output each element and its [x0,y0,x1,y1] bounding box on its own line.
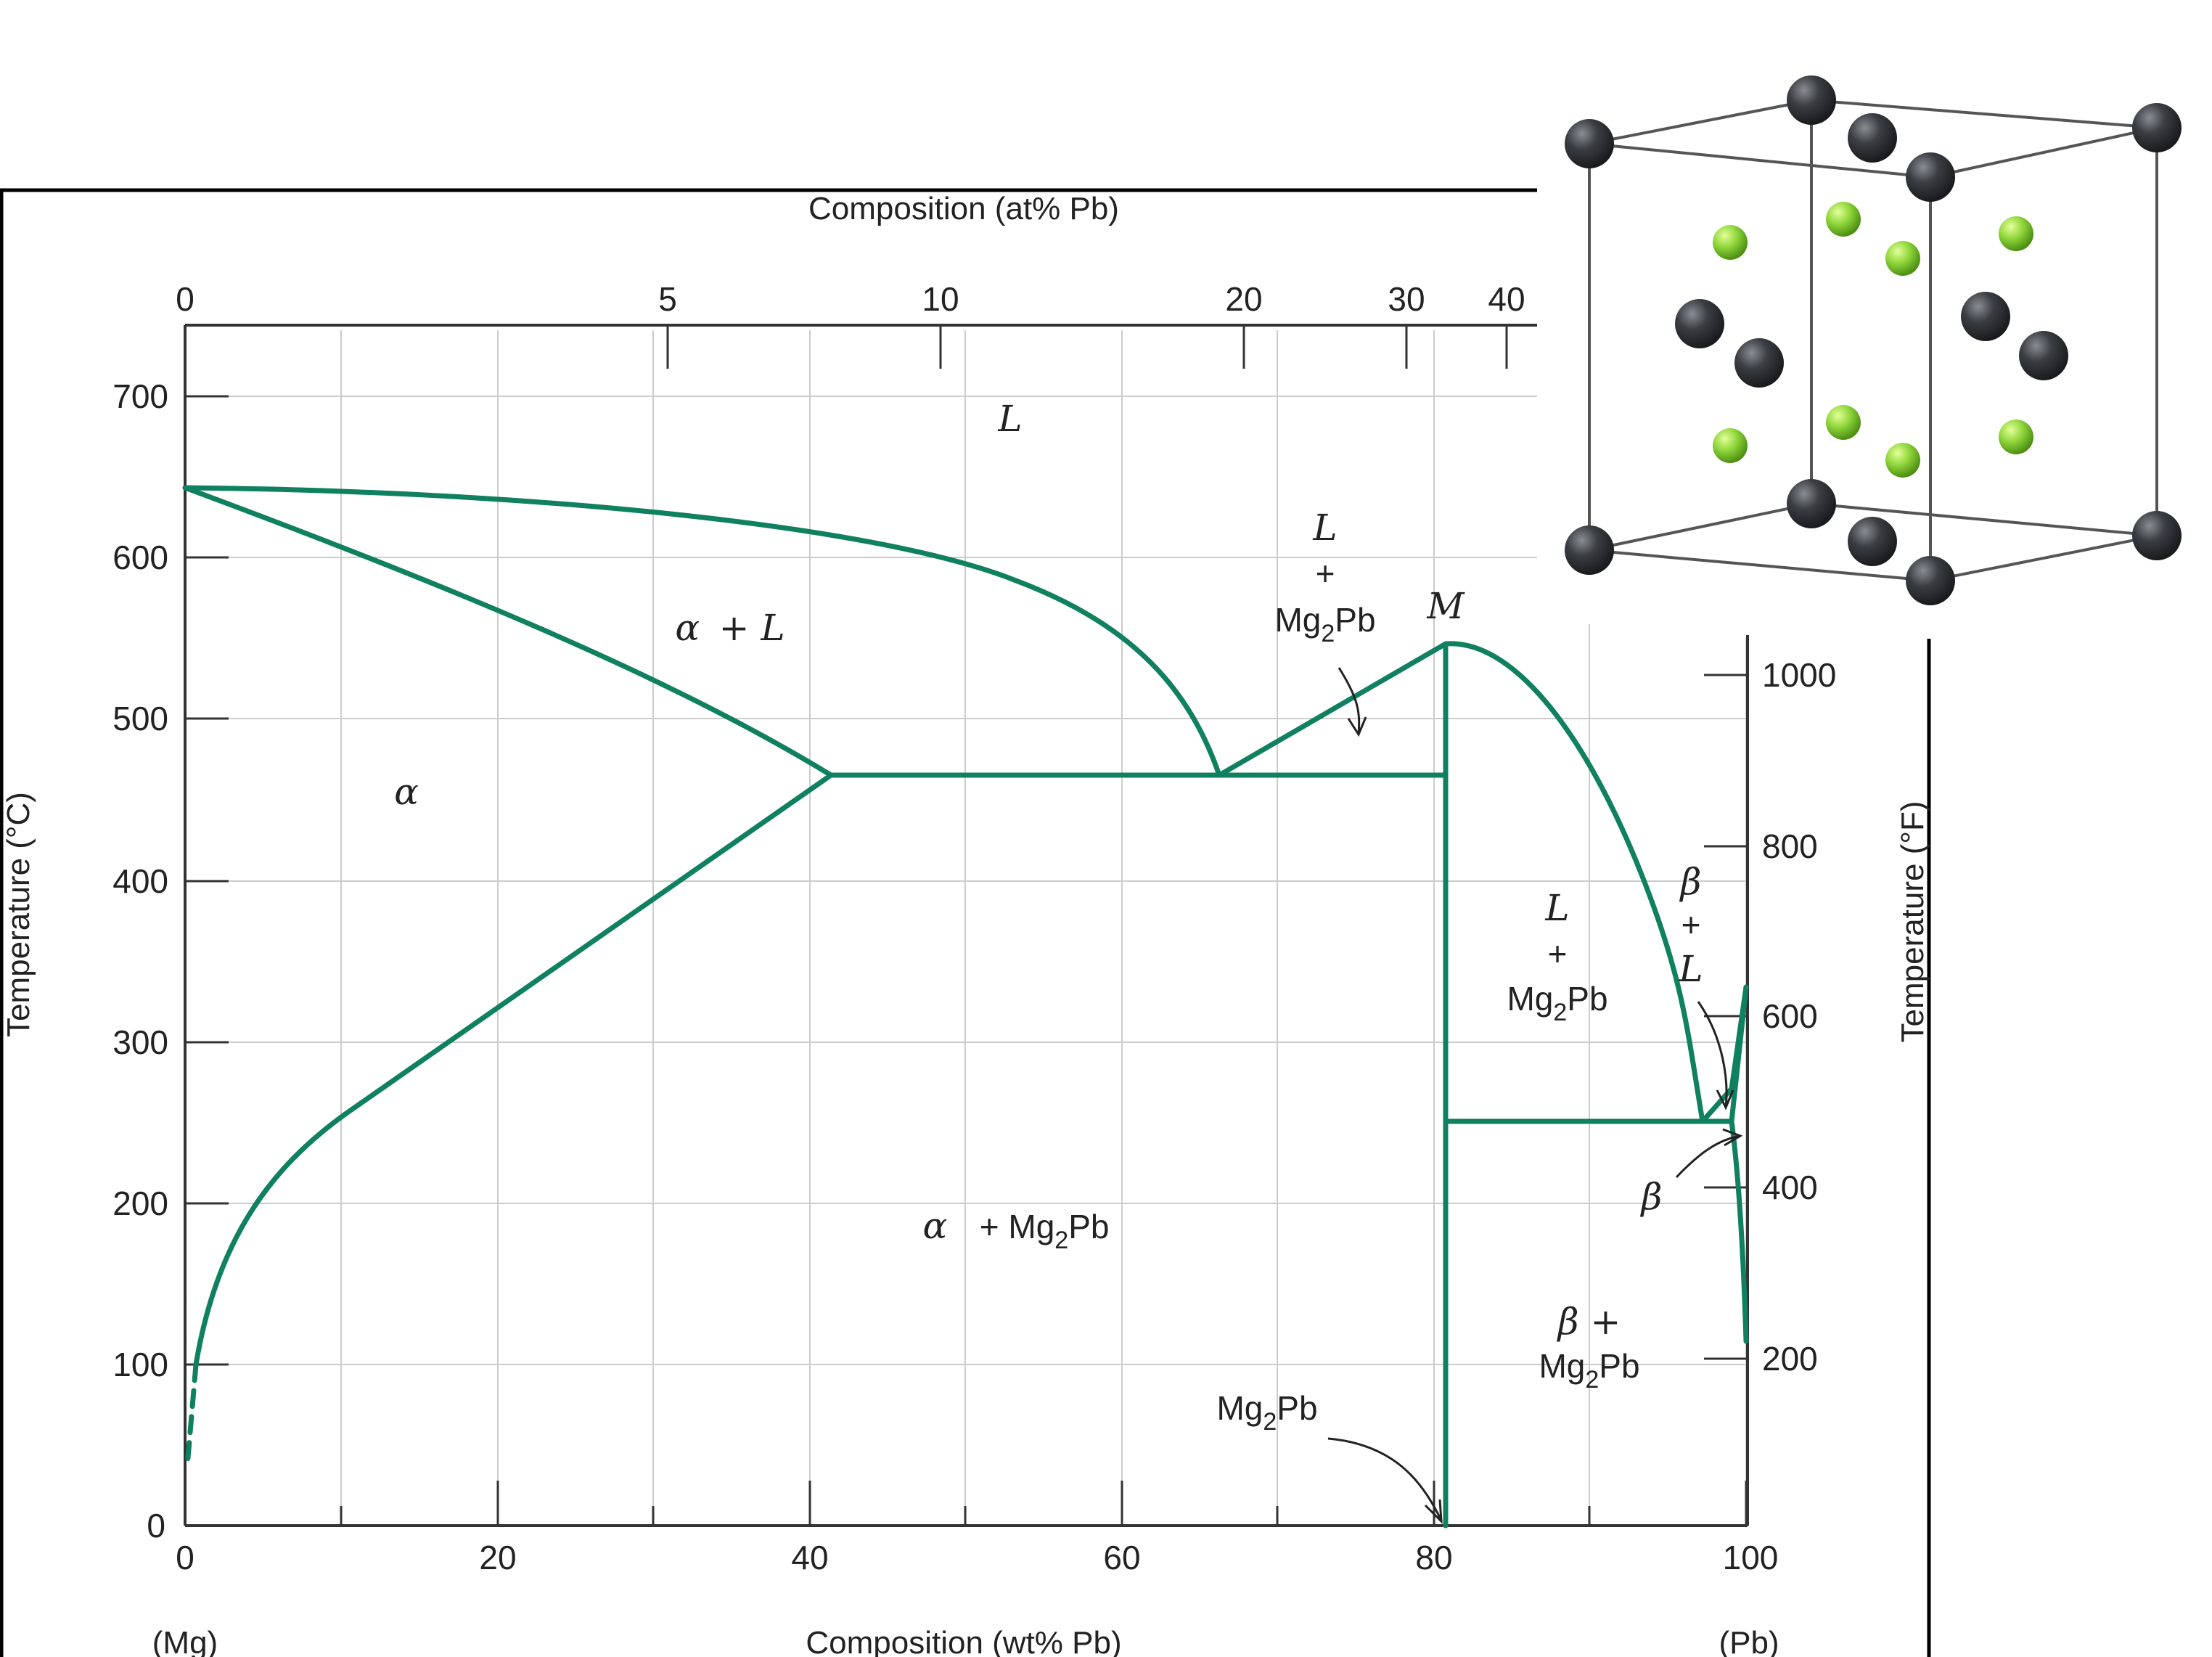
right-tick-label: 600 [1762,997,1818,1035]
pointer-beta-plus-l [1697,1001,1728,1108]
liquid-plus-mg2pb-left-label: L + Mg2Pb [1274,507,1375,647]
y-tick-label: 200 [112,1185,168,1222]
svg-text:L: L [1312,507,1337,549]
pointer-arrows [1327,667,1743,1524]
left-axis-title: Temperature (°C) [1,792,36,1037]
phase-boundaries [182,485,1749,1529]
y-tick-label: 400 [112,862,168,900]
svg-text:+: + [1681,906,1701,944]
left-end-label: (Mg) [152,1625,218,1657]
liquid-plus-mg2pb-right-label: L + Mg2Pb [1507,887,1607,1026]
alpha-plus-mg2pb-label: α + Mg2Pb [923,1205,1110,1254]
maximum-label: M [1426,585,1465,627]
y-tick-label: 300 [112,1023,168,1061]
x-tick-labels: 0 20 40 60 80 100 [176,1539,1778,1576]
liquidus-left [182,485,1222,778]
svg-text:Mg2Pb: Mg2Pb [1274,601,1375,647]
svg-text:Mg2Pb: Mg2Pb [1539,1347,1639,1394]
mg-atoms [1713,202,2033,478]
svg-text:Mg2Pb: Mg2Pb [1507,980,1607,1026]
figure-frame [0,188,1931,1657]
svg-text:β: β [1679,861,1702,903]
x-tick-label: 80 [1415,1539,1452,1576]
svg-text:L: L [1678,948,1703,990]
right-tick-label: 1000 [1762,656,1836,694]
solvus-beta [1729,1118,1749,1344]
top-tick-label: 10 [922,280,959,318]
svg-text:+: + [1316,555,1335,592]
x-tick-label: 60 [1103,1539,1140,1576]
svg-text:L: L [1544,887,1569,929]
right-end-label: (Pb) [1719,1625,1779,1657]
pointer-compound [1327,1437,1443,1521]
top-tick-label: 0 [176,280,194,318]
solvus-alpha-dashed [184,1362,199,1469]
right-tick-label: 800 [1762,827,1818,865]
y-tick-label: 600 [112,539,168,576]
y-tick-label: 0 [147,1507,165,1545]
top-tick-label: 40 [1488,280,1525,318]
beta-label: β [1640,1176,1663,1218]
top-tick-labels: 0 5 10 20 30 40 [176,280,1525,318]
liquidus-mg2pb-right [1443,641,1705,1124]
alpha-plus-liquid-label: α + L [675,607,785,649]
x-tick-label: 20 [479,1539,516,1576]
svg-text:+: + [1548,935,1568,973]
beta-plus-mg2pb-label: β + Mg2Pb [1539,1301,1639,1394]
liquidus-mg2pb-left [1216,641,1449,778]
grid [185,330,1747,1524]
top-tick-label: 30 [1388,280,1425,318]
solidus-beta [1729,984,1749,1124]
crystal-structure-inset [1537,73,2212,624]
liquid-label: L [997,398,1022,440]
top-tick-label: 5 [658,280,677,318]
y-tick-label: 500 [112,700,168,737]
bottom-axis-title: Composition (wt% Pb) [806,1625,1121,1657]
x-tick-label: 100 [1723,1539,1779,1576]
pb-atoms [1565,75,2182,605]
solvus-alpha [193,772,834,1367]
svg-text:β +: β + [1557,1301,1621,1343]
alpha-label: α [394,771,419,813]
right-tick-labels: 200 400 600 800 1000 [1762,656,1836,1378]
right-tick-label: 200 [1762,1340,1818,1378]
right-axis-title: Temperature (°F) [1895,801,1930,1042]
top-axis-title: Composition (at% Pb) [808,191,1119,226]
y-tick-labels: 0 100 200 300 400 500 600 700 [112,377,168,1545]
x-tick-label: 40 [791,1539,828,1576]
y-tick-label: 100 [112,1346,168,1383]
solidus-left [182,485,834,778]
top-tick-label: 20 [1225,280,1262,318]
beta-plus-liquid-label: β + L [1678,861,1703,990]
compound-label: Mg2Pb [1216,1389,1317,1436]
axes [184,324,1749,1527]
pointer-beta [1675,1134,1741,1179]
x-tick-label: 0 [176,1539,194,1576]
pointer-l-mg2pb-left [1338,667,1361,734]
tick-marks [184,325,1748,1526]
phase-labels: L α α + L L + Mg2Pb M L + Mg2Pb β + L β … [394,398,1703,1436]
y-tick-label: 700 [112,377,168,415]
right-tick-label: 400 [1762,1169,1818,1206]
